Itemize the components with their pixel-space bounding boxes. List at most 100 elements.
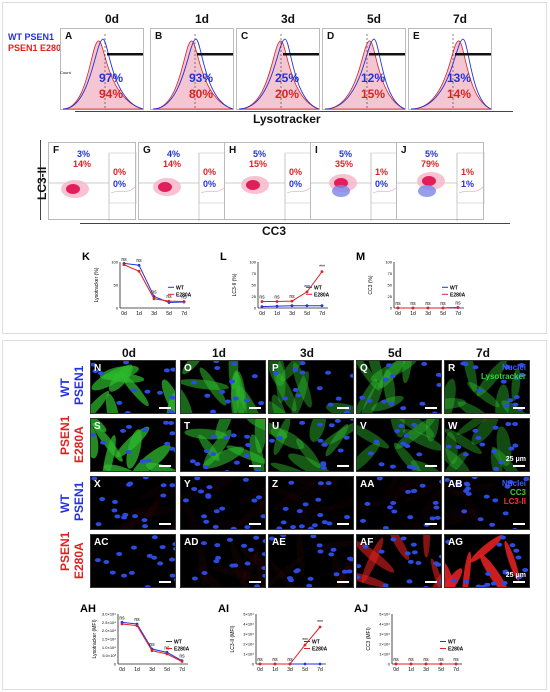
series-point-E280A (320, 270, 324, 274)
significance-label: ns (408, 657, 414, 663)
y-tick-label: 100 (111, 260, 118, 265)
nucleus (454, 481, 461, 486)
significance-label: ns (257, 657, 263, 663)
nucleus (203, 519, 210, 524)
nucleus (112, 499, 119, 504)
y-tick-label: 3.0×10⁴ (102, 612, 116, 617)
nucleus (328, 423, 335, 428)
micro-row-label: E280A (72, 542, 86, 579)
nucleus (194, 461, 201, 466)
nucleus (434, 515, 441, 520)
series-point-E280A (275, 300, 279, 303)
nucleus (410, 542, 417, 547)
cell-body (402, 361, 412, 384)
cell-body (456, 419, 497, 436)
micrograph-AC: AC (90, 534, 176, 588)
micro-letter-AD: AD (184, 537, 199, 548)
significance-label: ns (272, 657, 278, 663)
lc3-signal (312, 540, 353, 550)
x-tick-label: 5d (304, 311, 310, 317)
mut-histogram-curve (238, 40, 320, 110)
nucleus (508, 446, 515, 451)
significance-label: ns (151, 290, 157, 296)
nucleus (382, 377, 389, 382)
nucleus (210, 452, 217, 457)
lc3-signal (390, 477, 414, 504)
mut-percentage: 14% (447, 87, 472, 101)
nucleus (394, 428, 401, 433)
wt-histogram-curve (410, 38, 492, 110)
nucleus (391, 509, 398, 514)
nucleus (381, 399, 388, 404)
micro-row-label: PSEN1 (58, 415, 72, 455)
nucleus (439, 374, 441, 378)
legend-nuclei: Nuclei (501, 363, 526, 372)
nucleus (320, 465, 327, 470)
nucleus (169, 557, 175, 562)
lc3-signal (199, 565, 229, 587)
nucleus (229, 379, 236, 384)
micrograph-S: S (90, 418, 176, 472)
nucleus (288, 480, 295, 485)
micro-letter-O: O (184, 363, 192, 374)
micrograph-Z: Z (268, 476, 354, 530)
nucleus (400, 441, 407, 446)
cell-body (254, 419, 265, 454)
micro-letter-AF: AF (360, 537, 374, 548)
nucleus (311, 523, 318, 528)
nucleus (321, 528, 323, 529)
cell-body (392, 419, 435, 438)
q2-mut-percentage: 1% (461, 167, 475, 177)
flow-xlabel: CC3 (262, 224, 287, 238)
chart-letter: AJ (354, 603, 368, 615)
y-tick-label: 0 (390, 306, 393, 311)
y-tick-label: 1.5×10⁴ (102, 637, 116, 642)
nucleus (465, 491, 472, 496)
day-header-3d: 3d (281, 12, 296, 26)
nucleus (91, 477, 98, 481)
nucleus (334, 419, 341, 423)
nucleus (343, 410, 350, 413)
cell-body (402, 429, 441, 451)
nucleus (327, 402, 334, 407)
nucleus (421, 361, 428, 366)
nucleus (316, 543, 323, 548)
scale-bar (249, 581, 261, 583)
nucleus (499, 535, 506, 540)
line-chart-AJ: AJ CC3 (MFI) 5×10⁴ 4×10⁴ 3×10⁴ 2×10⁴ 1×10⁴ 00d 1… (354, 603, 464, 673)
nucleus (258, 401, 265, 406)
x-tick-label: 3d (149, 667, 155, 673)
nucleus (295, 393, 302, 398)
panel-letter-I: I (315, 145, 318, 156)
x-tick-label: 0d (259, 311, 265, 317)
nucleus (389, 374, 396, 379)
x-tick-label: 5d (164, 667, 170, 673)
nucleus (130, 388, 137, 393)
lc3-signal (152, 520, 175, 529)
series-point-WT (320, 304, 324, 308)
nucleus (91, 362, 97, 367)
nucleus (116, 400, 123, 405)
nucleus (317, 513, 324, 518)
nucleus (223, 435, 230, 440)
nucleus (407, 559, 414, 564)
lc3-signal (462, 551, 472, 587)
nucleus (132, 514, 139, 519)
series-point-E280A (439, 662, 443, 666)
nucleus (244, 561, 251, 566)
lc3-signal (399, 522, 441, 529)
nucleus (376, 477, 383, 481)
nucleus (201, 514, 208, 519)
y-tick-label: 2.5×10⁴ (102, 620, 116, 625)
nucleus (128, 570, 135, 575)
scale-bar (337, 407, 349, 409)
micro-row-label: PSEN1 (58, 531, 72, 571)
nucleus (316, 422, 323, 427)
cell-body (445, 398, 467, 410)
scale-bar (425, 523, 437, 525)
significance-label: ns (121, 257, 127, 263)
mut-percentage: 20% (275, 87, 300, 101)
panel-letter-H: H (229, 145, 237, 156)
nucleus (479, 442, 486, 447)
nucleus (205, 494, 212, 499)
